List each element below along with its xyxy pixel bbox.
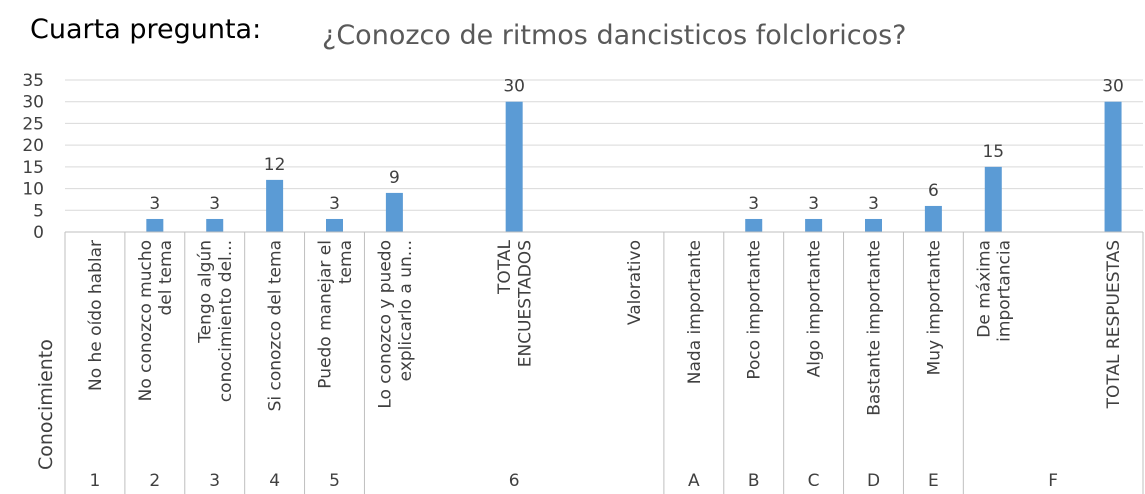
y-tick-label: 30 xyxy=(22,93,44,113)
bar xyxy=(266,179,284,232)
bar xyxy=(1104,101,1122,232)
data-label: 3 xyxy=(329,194,340,214)
bar xyxy=(924,205,942,232)
data-label: 3 xyxy=(868,194,879,214)
x-tick-label: Bastante importante xyxy=(865,240,885,416)
x-tick-label: Muy importante xyxy=(924,240,944,375)
row-label: Conocimiento xyxy=(35,339,57,470)
bar xyxy=(984,166,1002,232)
x-tick-label: Puedo manejar eltema xyxy=(316,240,356,389)
group-label: 6 xyxy=(509,471,520,491)
y-tick-label: 35 xyxy=(22,71,44,91)
group-label: 1 xyxy=(90,471,101,491)
chart-title: Cuarta pregunta: xyxy=(30,14,261,45)
group-label: 4 xyxy=(269,471,280,491)
bar xyxy=(206,218,224,232)
x-tick-label: Valorativo xyxy=(625,240,645,325)
x-tick-label: Nada importante xyxy=(685,240,705,384)
x-tick-label: TOTAL RESPUESTAS xyxy=(1104,240,1124,409)
bar xyxy=(146,218,164,232)
group-label: D xyxy=(867,471,880,491)
data-label: 3 xyxy=(748,194,759,214)
group-label: 5 xyxy=(329,471,340,491)
y-tick-label: 0 xyxy=(33,223,44,243)
data-label: 30 xyxy=(503,77,525,97)
x-tick-label: Algo importante xyxy=(805,240,825,377)
group-label: E xyxy=(928,471,939,491)
x-tick-label: TOTALENCUESTADOS xyxy=(495,239,535,367)
bar xyxy=(326,218,343,232)
x-tick-label: Lo conozco y puedoexplicarlo a un... xyxy=(375,240,415,409)
x-tick-label: No conozco muchodel tema xyxy=(136,240,176,401)
data-label: 12 xyxy=(264,155,286,175)
group-label: B xyxy=(748,471,760,491)
x-tick-label: No he oído hablar xyxy=(86,240,106,391)
x-tick-label: Si conozco del tema xyxy=(266,240,286,411)
x-tick-label: De máximaimportancia xyxy=(974,240,1014,342)
data-label: 30 xyxy=(1102,77,1124,97)
y-tick-label: 5 xyxy=(33,201,44,221)
y-tick-label: 25 xyxy=(22,114,44,134)
bar xyxy=(865,218,882,232)
bar xyxy=(805,218,823,232)
data-label: 9 xyxy=(389,168,400,188)
chart-subtitle: ¿Conozco de ritmos dancisticos folcloric… xyxy=(322,20,907,51)
bar xyxy=(505,101,523,232)
x-tick-label: Tengo algúnconocimiento del... xyxy=(196,240,236,402)
y-tick-label: 10 xyxy=(22,180,44,200)
group-label: F xyxy=(1048,471,1058,491)
data-label: 3 xyxy=(808,194,819,214)
bar xyxy=(385,192,403,232)
data-label: 6 xyxy=(928,181,939,201)
data-label: 3 xyxy=(209,194,220,214)
group-label: 2 xyxy=(149,471,160,491)
group-label: 3 xyxy=(209,471,220,491)
group-label: C xyxy=(808,471,820,491)
x-tick-label: Poco importante xyxy=(745,240,765,380)
data-label: 3 xyxy=(149,194,160,214)
bar xyxy=(745,218,763,232)
data-label: 15 xyxy=(982,142,1004,162)
y-tick-label: 20 xyxy=(22,136,44,156)
group-label: A xyxy=(688,471,700,491)
y-tick-label: 15 xyxy=(22,158,44,178)
